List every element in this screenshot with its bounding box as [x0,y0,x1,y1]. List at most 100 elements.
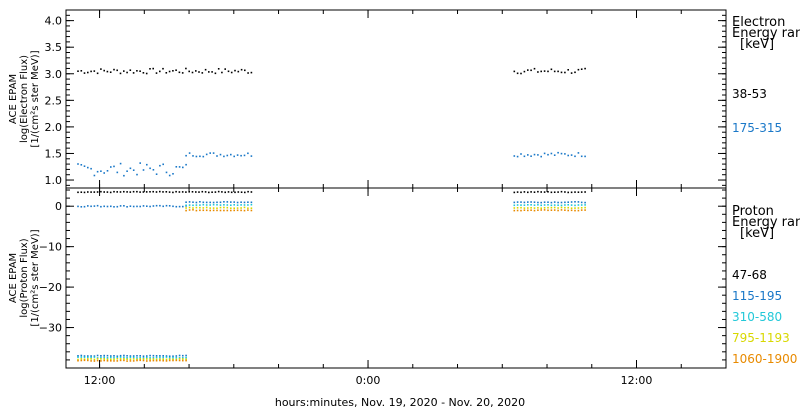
data-point [227,191,230,193]
data-point [199,209,201,212]
y-axis-label: log(Electron Flux) [19,55,30,143]
data-point [113,165,115,168]
data-point [560,204,563,207]
data-point [560,71,563,74]
data-point [533,207,536,209]
data-point [109,71,112,73]
data-point [113,356,115,359]
series-47-68 [77,190,586,194]
data-point [192,201,194,203]
data-point [116,171,119,174]
data-point [100,355,102,357]
data-point [533,67,536,70]
data-point [126,170,128,172]
data-point [80,191,83,193]
data-point [217,68,220,70]
data-point [100,68,102,70]
data-point [219,153,222,156]
data-point [547,204,549,206]
data-point [527,204,529,206]
data-point [527,209,529,212]
data-point [87,355,89,357]
data-point [96,170,99,173]
data-point [205,153,208,156]
data-point [226,154,229,157]
data-point [537,154,539,156]
data-point [110,358,112,361]
data-point [527,154,529,156]
data-point [516,207,519,209]
data-point [149,68,151,70]
data-point [516,155,519,158]
data-point [564,71,566,74]
data-point [527,207,529,209]
data-point [106,357,109,359]
data-point [188,206,191,209]
y-axis-label: ACE EPAM [8,74,19,124]
data-point [580,191,583,193]
data-point [119,358,122,360]
data-point [580,204,583,206]
data-point [520,206,522,209]
data-point [152,358,155,360]
data-point [126,360,128,362]
data-point [90,70,92,73]
data-point [155,356,158,359]
data-point [172,358,174,361]
data-point [152,67,154,70]
data-point [175,359,178,362]
data-point [230,71,233,74]
data-point [560,209,563,211]
data-point [219,204,222,206]
data-point [172,205,174,208]
data-point [100,358,102,360]
data-point [168,70,171,73]
data-point [109,191,112,194]
data-point [567,209,569,212]
data-point [149,167,151,170]
data-point [202,203,205,206]
data-point [553,191,556,193]
data-point [87,356,89,359]
data-point [123,205,125,207]
y-axis-label: [1/(cm²s ster MeV)] [30,50,41,147]
data-point [567,69,569,71]
data-point [244,191,246,194]
data-point [165,171,168,174]
data-point [202,201,205,204]
data-point [547,153,549,156]
data-point [577,201,580,203]
data-point [103,172,105,174]
data-point [93,356,96,358]
data-point [580,207,583,209]
data-point [116,360,119,362]
data-point [537,201,539,204]
data-point [195,201,198,204]
data-point [136,357,138,359]
data-point [533,201,536,203]
data-point [516,209,519,212]
data-point [100,170,102,172]
y-tick-label: 2.5 [45,94,63,107]
data-point [577,68,580,71]
data-point [523,207,526,209]
data-point [103,191,105,193]
data-point [580,68,583,70]
data-point [209,152,211,154]
y-tick-label: 0 [55,200,62,213]
data-point [172,355,174,357]
data-point [216,207,218,209]
data-point [209,207,211,209]
data-point [513,209,516,212]
axis-labels: 12:00 0:00 12:00 1.0 1.5 2.0 2.5 3.0 3.5 4.0 ACE E… [8,15,652,387]
data-point [240,191,243,193]
data-point [216,155,218,157]
data-point [185,204,187,207]
data-point [188,204,191,206]
data-point [182,166,184,169]
data-point [129,356,132,359]
data-point [202,209,205,212]
data-point [192,204,194,207]
data-point [116,358,119,360]
data-point [540,201,542,204]
